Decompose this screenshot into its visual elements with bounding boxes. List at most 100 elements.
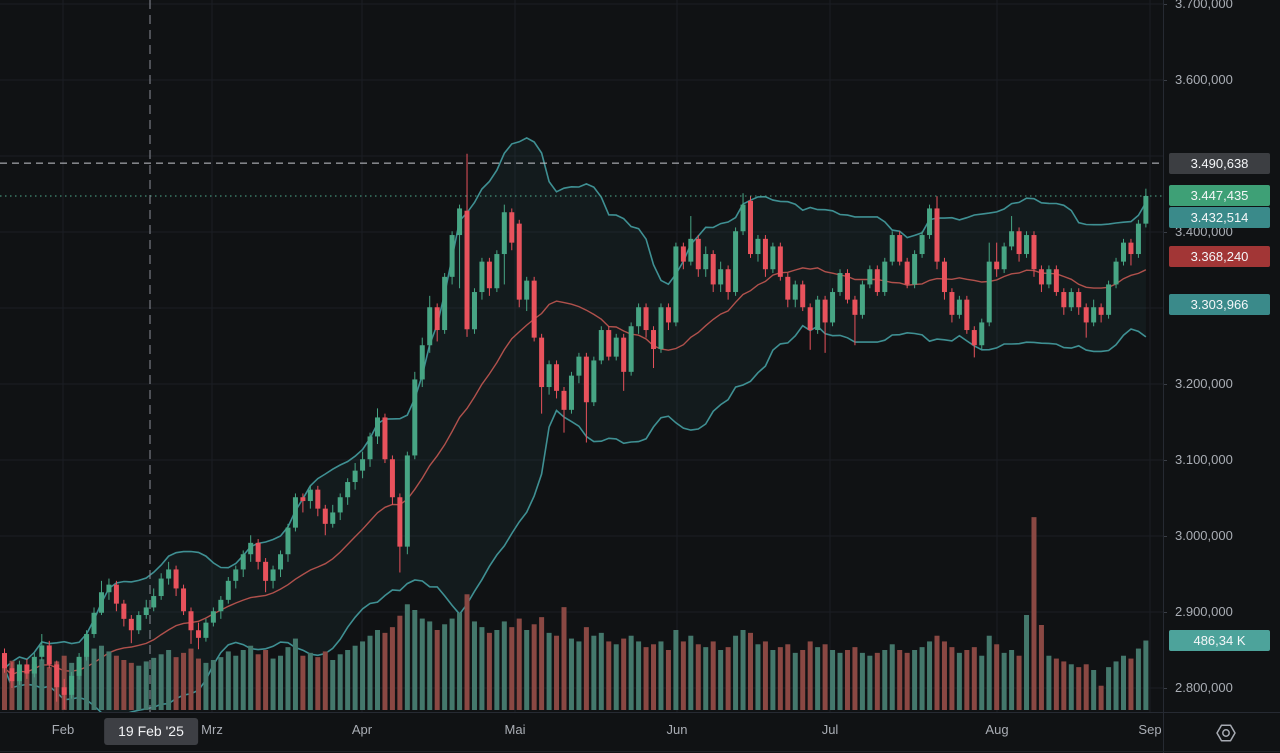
volume-bar [844, 650, 850, 710]
candle [651, 330, 657, 350]
candle [546, 364, 552, 388]
candle [554, 364, 560, 391]
candle [934, 208, 940, 262]
volume-bar [486, 632, 492, 710]
candle [927, 208, 933, 236]
candle [830, 292, 836, 323]
candle [330, 512, 336, 524]
candle [986, 261, 992, 323]
volume-bar [949, 647, 955, 710]
volume-bar [464, 594, 470, 710]
volume-bar [762, 641, 768, 710]
price-axis[interactable]: 3.700,000 3.600,000 3.400,000 3.200,000 3.10… [1163, 0, 1280, 712]
chart-pane[interactable] [0, 0, 1163, 712]
candle [98, 592, 104, 613]
candle [785, 276, 791, 300]
volume-bar [889, 644, 895, 710]
price-tick-mark [1163, 688, 1167, 689]
candle [561, 390, 567, 410]
volume-bar [1061, 661, 1067, 710]
axis-divider-vertical [1163, 0, 1164, 753]
candle [576, 356, 582, 376]
volume-bar [322, 651, 328, 710]
volume-bar [46, 667, 52, 710]
volume-bar [188, 648, 194, 710]
candle [956, 299, 962, 315]
volume-bar [785, 644, 791, 710]
candle [181, 588, 187, 612]
volume-bar [218, 657, 224, 710]
volume-bar [531, 624, 537, 710]
candle [9, 668, 15, 682]
volume-bar [479, 627, 485, 710]
volume-bar [658, 641, 664, 710]
volume-bar [516, 618, 522, 710]
candle [852, 299, 858, 315]
candle [337, 497, 343, 513]
candle [531, 280, 537, 338]
candle [166, 569, 172, 579]
bollinger-basis-label: 3.368,240 [1169, 245, 1270, 267]
candle [2, 653, 7, 669]
candle [516, 223, 522, 300]
gear-icon [1216, 724, 1236, 742]
candle [210, 611, 216, 623]
volume-bar [24, 672, 30, 710]
candle [1046, 269, 1052, 285]
bollinger-basis-line [4, 267, 1147, 676]
volume-bar [524, 630, 530, 710]
volume-bar [1001, 652, 1007, 710]
volume-bar [442, 624, 448, 710]
candle [1016, 231, 1022, 255]
month-tick-label: Jun [666, 722, 688, 737]
volume-bar [912, 650, 918, 710]
candle [643, 307, 649, 331]
volume-bar [173, 657, 179, 710]
volume-bar [419, 618, 425, 710]
volume-bar [84, 652, 90, 710]
volume-bar [882, 650, 888, 710]
price-tick-label: 3.700,000 [1175, 0, 1233, 11]
volume-bar [210, 660, 216, 710]
volume-bar [367, 635, 373, 710]
candle [233, 569, 239, 581]
volume-bar [710, 641, 716, 710]
candle [1009, 231, 1015, 247]
candle [613, 337, 619, 357]
alert-price-label[interactable]: 3.490,638 [1169, 152, 1270, 174]
candle [800, 284, 806, 308]
volume-bar [919, 647, 925, 710]
volume-bar [352, 645, 358, 710]
volume-bar [263, 650, 269, 710]
volume-bar [39, 659, 45, 710]
candle [419, 345, 425, 380]
candle [1053, 269, 1059, 293]
volume-bar [31, 664, 37, 710]
volume-bar [792, 652, 798, 710]
settings-button[interactable] [1214, 721, 1238, 745]
candle [919, 235, 925, 255]
time-axis[interactable]: Feb Mrz Apr Mai Jun Jul Aug Sep [0, 712, 1163, 753]
candle [688, 238, 694, 262]
candle [360, 459, 366, 471]
candle [397, 497, 403, 547]
candle [844, 273, 850, 300]
volume-bar [181, 652, 187, 710]
month-tick-label: Sep [1138, 722, 1162, 737]
volume-bar [2, 665, 7, 710]
volume-bar [591, 635, 597, 710]
candle [695, 238, 701, 270]
volume-bar [621, 638, 627, 710]
volume-bar [270, 658, 276, 710]
volume-bar [360, 641, 366, 710]
candle [703, 254, 709, 270]
candle [315, 489, 321, 509]
volume-bar [1046, 655, 1052, 710]
candle [1098, 307, 1104, 315]
price-tick-label: 2.900,000 [1175, 604, 1233, 619]
candle [31, 656, 37, 674]
volume-bar [397, 615, 403, 710]
candle [792, 284, 798, 300]
candle [442, 276, 448, 331]
